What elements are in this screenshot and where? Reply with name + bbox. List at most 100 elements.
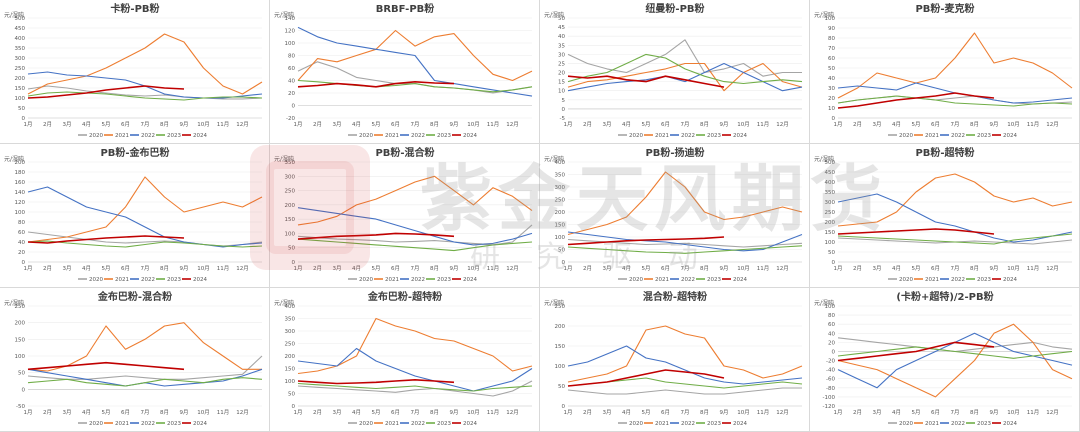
legend-label: 2021	[655, 277, 669, 283]
y-tick-label: 120	[15, 200, 26, 206]
series-line-2020	[297, 61, 533, 94]
y-tick-label: 0	[562, 107, 566, 113]
y-tick-label: 100	[285, 379, 296, 385]
legend-label: 2022	[951, 277, 965, 283]
x-tick-label: 7月	[411, 265, 420, 272]
x-tick-label: 7月	[411, 409, 420, 416]
y-tick-label: 150	[555, 344, 566, 350]
series-line-2021	[27, 322, 262, 372]
y-tick-label: 300	[825, 200, 836, 206]
chart-panel: PB粉-麦克粉 元/湿吨 0 10 20 30 40 50 60 70 80 90 100 1月 2月 3月 4…	[810, 0, 1080, 144]
y-tick-label: 80	[18, 220, 25, 226]
x-tick-label: 5月	[912, 409, 921, 416]
x-tick-label: 10月	[737, 121, 750, 128]
y-tick-label: 35	[558, 43, 565, 49]
x-tick-label: 5月	[102, 121, 111, 128]
y-tick-label: 160	[15, 180, 26, 186]
x-tick-label: 3月	[603, 265, 612, 272]
x-tick-label: 7月	[141, 265, 150, 272]
chart-title: PB粉-金布巴粉	[100, 146, 169, 159]
y-tick-label: 0	[292, 404, 296, 410]
x-tick-label: 2月	[853, 409, 862, 416]
y-tick-label: 0	[832, 260, 836, 266]
series-line-2022	[27, 186, 263, 248]
y-tick-label: 50	[288, 392, 295, 398]
x-tick-label: 9月	[990, 265, 999, 272]
y-tick-label: 0	[22, 387, 26, 393]
series-line-2023	[837, 346, 1073, 359]
x-tick-label: 1月	[24, 121, 33, 128]
x-tick-label: 10月	[197, 121, 210, 128]
legend-label: 2022	[681, 277, 695, 283]
y-tick-label: 10	[558, 89, 565, 95]
y-axis-label: 元/湿吨	[544, 299, 564, 307]
y-tick-label: 400	[15, 36, 26, 42]
series-line-2021	[567, 171, 803, 236]
x-tick-label: 3月	[333, 121, 342, 128]
legend-label: 2021	[385, 277, 399, 283]
x-tick-label: 7月	[951, 409, 960, 416]
y-tick-label: 300	[555, 185, 566, 191]
x-tick-label: 4月	[82, 265, 91, 272]
y-axis-label: 元/湿吨	[814, 155, 834, 163]
x-tick-label: 6月	[931, 265, 940, 272]
x-tick-label: 8月	[700, 121, 709, 128]
legend-label: 2023	[437, 277, 451, 283]
series-line-2022	[297, 207, 533, 246]
y-tick-label: 150	[555, 223, 566, 229]
series-line-2021	[27, 33, 263, 95]
legend-label: 2024	[193, 421, 207, 427]
x-tick-label: 12月	[236, 121, 249, 128]
y-tick-label: 300	[15, 56, 26, 62]
series-line-2023	[297, 382, 533, 392]
x-tick-label: 9月	[450, 409, 459, 416]
y-tick-label: 150	[825, 230, 836, 236]
x-tick-label: 4月	[892, 121, 901, 128]
series-line-2024	[27, 235, 185, 244]
legend-label: 2023	[707, 133, 721, 139]
y-axis-label: 元/湿吨	[274, 155, 294, 163]
x-tick-label: 11月	[757, 409, 770, 416]
x-tick-label: 9月	[450, 121, 459, 128]
legend-label: 2023	[707, 421, 721, 427]
x-tick-label: 9月	[180, 121, 189, 128]
x-tick-label: 1月	[834, 409, 843, 416]
y-tick-label: 350	[15, 46, 26, 52]
x-tick-label: 5月	[372, 265, 381, 272]
y-tick-label: 150	[285, 367, 296, 373]
x-tick-label: 5月	[372, 409, 381, 416]
y-tick-label: 500	[15, 16, 26, 22]
legend-label: 2023	[167, 277, 181, 283]
y-tick-label: 100	[555, 235, 566, 241]
chart-panel: PB粉-扬迪粉 元/湿吨 0 50 100 150 200 250 300 350 400 1月 2月 3…	[540, 144, 810, 288]
series-line-2021	[567, 62, 803, 92]
y-tick-label: 5	[562, 98, 566, 104]
y-tick-label: 45	[558, 25, 565, 31]
legend-label: 2024	[733, 277, 747, 283]
legend-label: 2022	[681, 133, 695, 139]
series-line-2024	[27, 85, 185, 99]
legend-label: 2020	[89, 421, 103, 427]
x-tick-label: 3月	[63, 409, 72, 416]
x-tick-label: 4月	[622, 265, 631, 272]
x-tick-label: 12月	[236, 265, 249, 272]
legend-label: 2024	[193, 277, 207, 283]
legend-label: 2024	[733, 421, 747, 427]
y-tick-label: 20	[828, 96, 835, 102]
x-tick-label: 6月	[931, 121, 940, 128]
series-line-2023	[837, 233, 1073, 245]
y-tick-label: 40	[558, 34, 565, 40]
x-tick-label: 11月	[487, 121, 500, 128]
x-tick-label: 10月	[467, 121, 480, 128]
y-tick-label: 60	[828, 56, 835, 62]
legend-label: 2020	[899, 421, 913, 427]
x-tick-label: 7月	[411, 121, 420, 128]
y-tick-label: 300	[285, 329, 296, 335]
y-tick-label: 50	[558, 384, 565, 390]
series-line-2024	[567, 236, 725, 246]
